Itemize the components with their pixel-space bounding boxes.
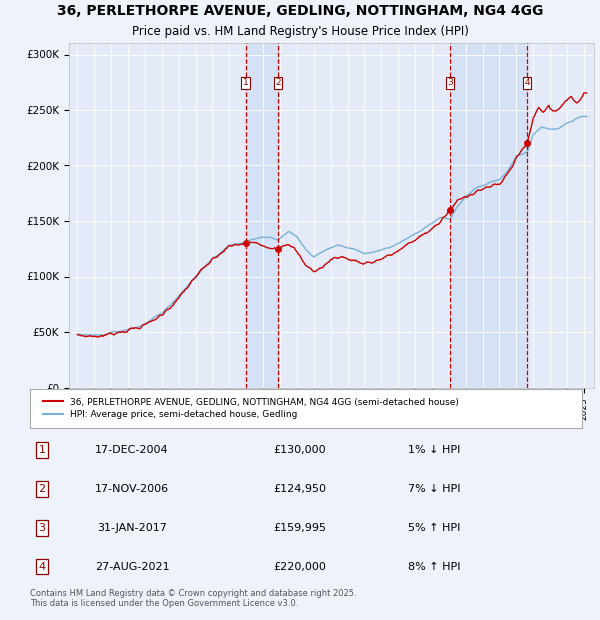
Text: Price paid vs. HM Land Registry's House Price Index (HPI): Price paid vs. HM Land Registry's House … xyxy=(131,25,469,38)
Text: £220,000: £220,000 xyxy=(274,562,326,572)
Text: 4: 4 xyxy=(524,79,530,87)
Text: 27-AUG-2021: 27-AUG-2021 xyxy=(95,562,169,572)
Text: Contains HM Land Registry data © Crown copyright and database right 2025.
This d: Contains HM Land Registry data © Crown c… xyxy=(30,589,356,608)
Text: 1: 1 xyxy=(38,445,46,455)
Text: 5% ↑ HPI: 5% ↑ HPI xyxy=(408,523,460,533)
Text: £130,000: £130,000 xyxy=(274,445,326,455)
Text: 17-NOV-2006: 17-NOV-2006 xyxy=(95,484,169,494)
Bar xyxy=(245,43,278,388)
Text: 3: 3 xyxy=(447,79,453,87)
Text: 8% ↑ HPI: 8% ↑ HPI xyxy=(408,562,461,572)
Legend: 36, PERLETHORPE AVENUE, GEDLING, NOTTINGHAM, NG4 4GG (semi-detached house), HPI:: 36, PERLETHORPE AVENUE, GEDLING, NOTTING… xyxy=(40,395,461,422)
Text: 2: 2 xyxy=(38,484,46,494)
Text: 7% ↓ HPI: 7% ↓ HPI xyxy=(408,484,461,494)
Text: 31-JAN-2017: 31-JAN-2017 xyxy=(97,523,167,533)
Text: 36, PERLETHORPE AVENUE, GEDLING, NOTTINGHAM, NG4 4GG: 36, PERLETHORPE AVENUE, GEDLING, NOTTING… xyxy=(57,4,543,19)
Text: 3: 3 xyxy=(38,523,46,533)
Bar xyxy=(450,43,527,388)
Text: 2: 2 xyxy=(275,79,281,87)
Text: 17-DEC-2004: 17-DEC-2004 xyxy=(95,445,169,455)
Text: £124,950: £124,950 xyxy=(274,484,326,494)
Text: 4: 4 xyxy=(38,562,46,572)
Text: 1: 1 xyxy=(243,79,248,87)
Text: £159,995: £159,995 xyxy=(274,523,326,533)
Text: 1% ↓ HPI: 1% ↓ HPI xyxy=(408,445,460,455)
